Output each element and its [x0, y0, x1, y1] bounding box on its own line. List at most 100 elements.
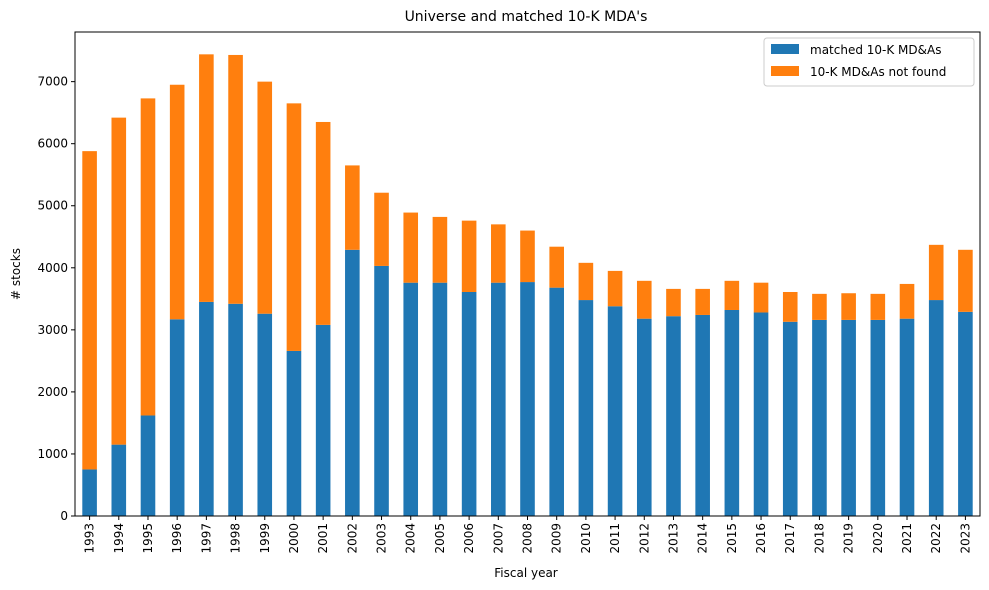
bar-matched-2001 — [315, 324, 331, 516]
bar-matched-1999 — [257, 313, 273, 516]
bar-matched-1994 — [111, 444, 127, 516]
bar-not-found-2020 — [870, 293, 886, 320]
legend-frame — [763, 37, 975, 87]
x-tick-label: 2010 — [579, 523, 593, 554]
y-tick-label: 2000 — [37, 385, 68, 399]
bar-not-found-2016 — [753, 282, 769, 313]
bar-matched-2022 — [928, 300, 944, 516]
x-tick-label: 2022 — [929, 523, 943, 554]
bar-not-found-1995 — [140, 98, 156, 416]
bar-matched-2023 — [958, 311, 973, 516]
x-tick-label: 2003 — [375, 523, 389, 554]
bar-not-found-2002 — [345, 165, 360, 250]
bar-matched-2007 — [491, 282, 506, 516]
bar-not-found-2009 — [549, 246, 564, 288]
x-tick-label: 2017 — [783, 523, 797, 554]
bar-matched-2019 — [841, 319, 856, 516]
bar-not-found-2003 — [374, 192, 389, 266]
y-axis: 0 1000 2000 3000 4000 5000 6000 7000 — [37, 75, 75, 523]
bar-matched-1993 — [82, 469, 97, 516]
y-tick-label: 5000 — [37, 199, 68, 213]
x-tick-label: 2021 — [900, 523, 914, 554]
bar-matched-2013 — [666, 316, 681, 516]
x-tick-label: 2015 — [725, 523, 739, 554]
y-tick-label: 0 — [60, 509, 68, 523]
bar-not-found-2008 — [520, 230, 535, 283]
bar-not-found-2018 — [812, 293, 827, 320]
bar-matched-2014 — [695, 314, 710, 516]
x-tick-label: 1993 — [83, 523, 97, 554]
legend-swatch-matched — [771, 44, 799, 54]
legend: matched 10-K MD&As 10-K MD&As not found — [763, 37, 975, 87]
bar-matched-2012 — [636, 318, 652, 516]
x-tick-label: 1994 — [112, 523, 126, 554]
bar-matched-2002 — [345, 249, 360, 517]
x-tick-label: 2000 — [287, 523, 301, 554]
bar-matched-1996 — [169, 319, 185, 516]
x-tick-label: 1997 — [199, 523, 213, 554]
x-tick-label: 2001 — [316, 523, 330, 554]
x-tick-label: 1998 — [229, 523, 243, 554]
x-tick-label: 2004 — [404, 523, 418, 554]
x-tick-label: 1996 — [170, 523, 184, 554]
x-tick-label: 2013 — [666, 523, 680, 554]
bar-not-found-2004 — [403, 212, 419, 283]
x-axis-label: Fiscal year — [494, 566, 558, 580]
y-tick-label: 6000 — [37, 137, 68, 151]
bar-not-found-2017 — [782, 291, 798, 322]
x-tick-label: 2008 — [521, 523, 535, 554]
bar-not-found-1998 — [228, 54, 243, 304]
bar-matched-2020 — [870, 319, 886, 516]
bar-matched-2021 — [899, 318, 915, 516]
x-tick-label: 2009 — [550, 523, 564, 554]
legend-label-not-found: 10-K MD&As not found — [810, 65, 946, 79]
bar-not-found-2013 — [666, 288, 681, 317]
bar-not-found-1999 — [257, 81, 273, 314]
bar-matched-2009 — [549, 287, 564, 516]
bar-not-found-2010 — [578, 262, 594, 301]
bar-matched-1997 — [199, 301, 214, 516]
x-tick-label: 2020 — [871, 523, 885, 554]
bar-not-found-2019 — [841, 293, 856, 320]
bar-matched-2004 — [403, 282, 419, 516]
bar-not-found-2006 — [461, 220, 477, 292]
bar-not-found-2005 — [432, 216, 448, 283]
bar-not-found-2000 — [286, 103, 302, 351]
x-tick-label: 2019 — [842, 523, 856, 554]
x-tick-label: 1999 — [258, 523, 272, 554]
bar-matched-2018 — [812, 319, 827, 516]
y-tick-label: 4000 — [37, 261, 68, 275]
bar-matched-2008 — [520, 282, 535, 516]
bar-not-found-2023 — [958, 249, 973, 312]
bar-not-found-2001 — [315, 121, 331, 325]
bar-not-found-2007 — [491, 224, 506, 283]
y-tick-label: 7000 — [37, 75, 68, 89]
bars-layer — [82, 54, 973, 517]
y-tick-label: 1000 — [37, 447, 68, 461]
x-tick-label: 2012 — [637, 523, 651, 554]
x-tick-label: 2016 — [754, 523, 768, 554]
x-tick-label: 2011 — [608, 523, 622, 554]
x-tick-label: 2018 — [812, 523, 826, 554]
bar-not-found-2022 — [928, 244, 944, 301]
bar-not-found-2015 — [724, 280, 740, 310]
x-tick-label: 2006 — [462, 523, 476, 554]
x-tick-label: 2014 — [696, 523, 710, 554]
chart-title: Universe and matched 10-K MDA's — [405, 9, 648, 25]
y-axis-label: # stocks — [9, 248, 23, 300]
bar-matched-2011 — [607, 306, 623, 516]
x-tick-label: 2007 — [491, 523, 505, 554]
y-tick-label: 3000 — [37, 323, 68, 337]
bar-matched-2003 — [374, 265, 389, 516]
bar-not-found-2021 — [899, 283, 915, 319]
x-axis: 1993 1994 1995 1996 1997 1998 1999 2000 2001 2002… — [83, 516, 972, 554]
legend-swatch-not-found — [771, 66, 799, 76]
plot-frame — [74, 31, 981, 517]
x-tick-label: 2005 — [433, 523, 447, 554]
bar-not-found-2014 — [695, 288, 710, 315]
bar-matched-2010 — [578, 300, 594, 516]
bar-not-found-1997 — [199, 54, 214, 302]
bar-matched-2006 — [461, 291, 477, 516]
bar-matched-2015 — [724, 309, 740, 516]
